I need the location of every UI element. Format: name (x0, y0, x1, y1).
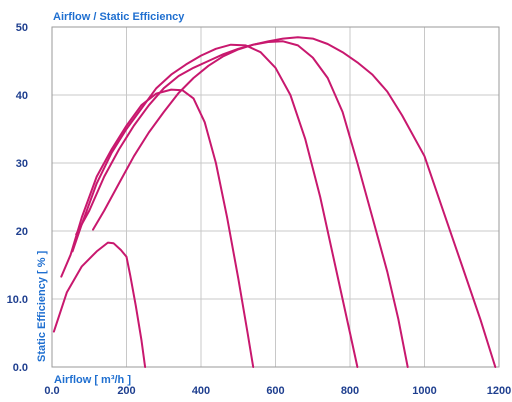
x-tick-label: 400 (192, 385, 210, 397)
x-tick-label: 1000 (412, 385, 436, 397)
efficiency-curve-2 (61, 90, 253, 367)
efficiency-curve-4 (76, 41, 408, 367)
y-tick-label: 20 (16, 226, 28, 238)
y-tick-label: 50 (16, 22, 28, 34)
grid (52, 27, 499, 367)
efficiency-curve-5 (93, 37, 495, 367)
y-tick-label: 0.0 (13, 362, 28, 374)
y-tick-label: 10.0 (7, 294, 28, 306)
x-tick-label: 0.0 (44, 385, 59, 397)
x-tick-label: 600 (266, 385, 284, 397)
x-tick-label: 200 (117, 385, 135, 397)
x-tick-label: 1200 (487, 385, 511, 397)
efficiency-curve-3 (73, 45, 358, 367)
curves (54, 37, 495, 367)
y-tick-label: 30 (16, 158, 28, 170)
y-axis-label: Static Efficiency [ % ] (36, 250, 48, 362)
y-tick-label: 40 (16, 90, 28, 102)
x-tick-label: 800 (341, 385, 359, 397)
x-axis-label: Airflow [ m³/h ] (54, 374, 131, 386)
x-axis-ticks: 0.0 200 400 600 800 1000 1200 (44, 385, 511, 397)
y-axis-ticks: 0.0 10.0 20 30 40 50 (7, 22, 28, 374)
chart-title: Airflow / Static Efficiency (53, 11, 185, 23)
